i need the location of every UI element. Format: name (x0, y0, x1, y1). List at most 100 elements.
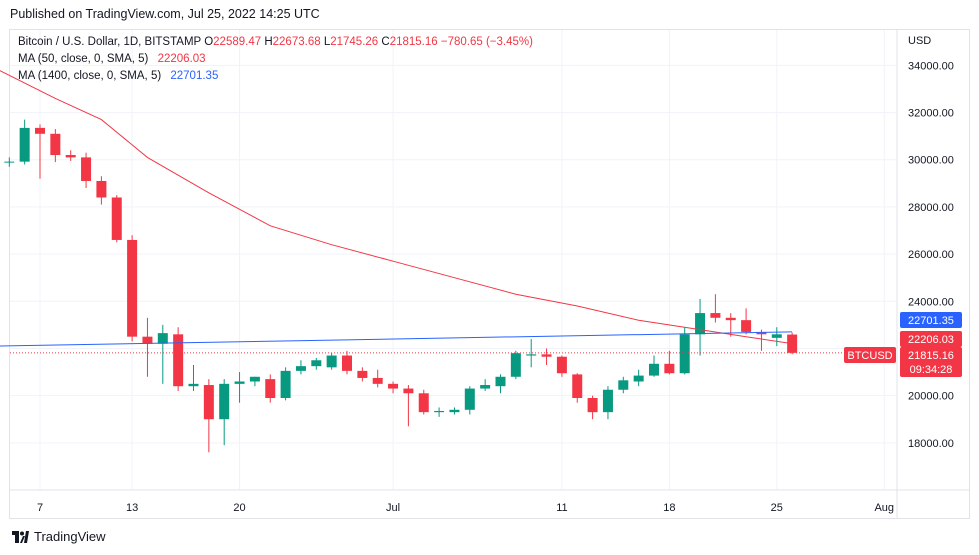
candle (602, 386, 613, 420)
candle-body (587, 398, 598, 413)
legend-c-label: C (381, 36, 390, 48)
candle (572, 373, 583, 403)
candle (787, 332, 798, 355)
candle (556, 355, 567, 377)
candle-body (618, 380, 629, 390)
x-axis: 7 13 20 Jul 11 18 25 Aug (37, 502, 894, 514)
legend-ohlc: Bitcoin / U.S. Dollar, 1D, BITSTAMP O225… (18, 36, 533, 48)
candle-body (157, 333, 168, 344)
candle (265, 374, 276, 403)
candle-body (388, 383, 399, 389)
candle (741, 308, 752, 335)
candle (19, 119, 30, 165)
candles (4, 119, 798, 453)
candle (142, 317, 153, 377)
tradingview-brand[interactable]: TradingView (12, 529, 106, 544)
candle-body (326, 355, 337, 368)
published-header: Published on TradingView.com, Jul 25, 20… (10, 7, 320, 21)
candle (188, 364, 199, 391)
ma50-line (0, 70, 793, 345)
svg-text:21815.16: 21815.16 (908, 350, 954, 362)
candle-body (787, 334, 798, 353)
legend-symbol: Bitcoin / U.S. Dollar, 1D, BITSTAMP (18, 36, 201, 48)
price-label-last: 21815.16 09:34:28 (900, 347, 962, 377)
candle (65, 150, 76, 161)
chart-frame (9, 29, 970, 519)
x-tick-label: Aug (874, 502, 894, 514)
legend-h-value: 22673.68 (272, 36, 321, 48)
legend-change: −780.65 (−3.45%) (440, 36, 533, 48)
candle-body (357, 370, 368, 378)
candle-body (96, 180, 107, 198)
legend-o-label: O (204, 36, 214, 48)
candle-body (234, 381, 245, 384)
currency-label: USD (908, 35, 931, 47)
x-tick-label: 25 (771, 502, 783, 514)
gridlines (10, 30, 970, 519)
candle-body (418, 393, 429, 413)
candle (342, 350, 352, 375)
candle (771, 327, 782, 347)
candle-body (342, 355, 352, 371)
candle-body (664, 363, 675, 374)
legend-ma50-value: 22206.03 (157, 53, 206, 65)
candle-body (449, 409, 460, 413)
candle (280, 367, 291, 401)
candle-body (495, 376, 506, 387)
price-label-ma50: 22206.03 (900, 331, 962, 347)
candle (219, 379, 230, 446)
candle-body (203, 385, 214, 420)
candle (326, 353, 337, 370)
x-tick-label: 11 (556, 502, 567, 514)
candle (526, 339, 537, 368)
y-tick-label: 18000.00 (908, 438, 954, 450)
candle-body (4, 161, 15, 163)
candle (4, 157, 15, 167)
candle (372, 369, 383, 388)
candle-body (695, 313, 706, 335)
candle (633, 369, 644, 387)
candle (587, 395, 598, 420)
legend-c-value: 21815.16 (389, 36, 438, 48)
candle-body (311, 360, 322, 367)
candle-body (526, 354, 537, 356)
legend-ma1400-label: MA (1400, close, 0, SMA, 5) (18, 70, 162, 82)
candle-body (173, 334, 184, 387)
y-tick-label: 24000.00 (908, 296, 954, 308)
candle (418, 389, 429, 415)
candle (127, 235, 138, 342)
legend-ma50: MA (50, close, 0, SMA, 5) 22206.03 (18, 53, 206, 65)
candle (357, 367, 368, 382)
candle-body (35, 127, 45, 134)
candle-body (280, 370, 291, 398)
legend-h-label: H (264, 36, 273, 48)
candle (403, 385, 414, 427)
x-tick-label: 18 (663, 502, 675, 514)
tradingview-logo-icon (12, 530, 29, 543)
candle-body (19, 127, 30, 162)
legend-l-value: 21745.26 (330, 36, 379, 48)
candle-body (771, 334, 782, 338)
legend-l-label: L (323, 36, 331, 48)
y-tick-label: 26000.00 (908, 249, 954, 261)
candle (96, 176, 107, 205)
candle (449, 407, 460, 415)
candle-body (403, 388, 414, 394)
candle (295, 360, 306, 375)
candle (81, 152, 92, 189)
candle (173, 327, 184, 391)
candle-body (81, 157, 92, 181)
x-tick-label: 13 (126, 502, 138, 514)
price-label-ma1400: 22701.35 (900, 312, 962, 328)
candle (649, 355, 659, 377)
legend-o-value: 22589.47 (213, 36, 262, 48)
candle (234, 372, 245, 403)
candle-body (188, 383, 199, 387)
svg-text:22701.35: 22701.35 (908, 315, 954, 327)
candle-body (219, 383, 230, 420)
candle-body (710, 313, 721, 318)
y-tick-label: 30000.00 (908, 155, 954, 167)
candle (311, 357, 322, 370)
y-tick-label: 34000.00 (908, 60, 954, 72)
